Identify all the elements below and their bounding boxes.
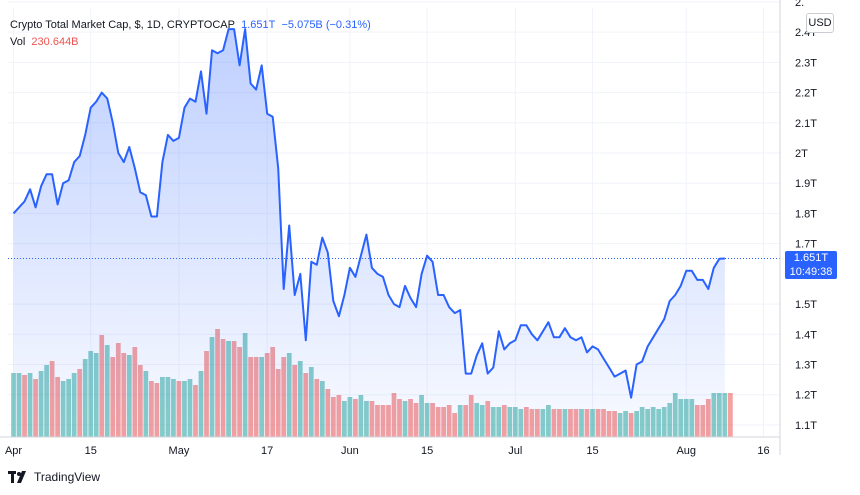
x-tick-label: 15: [85, 445, 97, 457]
x-tick-label: 16: [757, 445, 769, 457]
x-tick-label: 17: [261, 445, 273, 457]
y-tick-label: 1.8T: [795, 208, 817, 220]
branding[interactable]: TradingView: [8, 470, 100, 484]
volume-value: 230.644B: [31, 36, 79, 48]
y-tick-label: 1.1T: [795, 420, 817, 432]
price-line-series: [8, 28, 780, 399]
x-tick-label: May: [169, 445, 190, 457]
price-area-fill: [13, 29, 725, 437]
currency-button[interactable]: USD: [806, 13, 834, 33]
y-tick-label: 2.2T: [795, 88, 817, 100]
tradingview-logo-icon: [8, 471, 26, 483]
chart-legend: Crypto Total Market Cap, $, 1D, CRYPTOCA…: [10, 17, 371, 51]
y-tick-label: 2.3T: [795, 57, 817, 69]
x-tick-label: Apr: [5, 445, 22, 457]
volume-row: Vol 230.644B: [10, 34, 371, 51]
y-tick-label: 1.7T: [795, 239, 817, 251]
last-price-value: 1.651T: [793, 252, 829, 265]
price-axis[interactable]: 1.1T 1.2T 1.3T 1.4T 1.5T 1.7T 1.8T 1.9T 2T 2.1T 2.…: [779, 0, 817, 455]
last-price-label: 1.651T 10:49:38: [785, 251, 837, 280]
x-tick-label: Aug: [676, 445, 696, 457]
y-tick-label: 1.3T: [795, 359, 817, 371]
last-value: 1.651T: [241, 19, 276, 31]
y-tick-label: 2T: [795, 148, 808, 160]
price-area: [13, 29, 725, 437]
brand-name: TradingView: [34, 470, 101, 484]
y-tick-label: 2.1T: [795, 118, 817, 130]
x-tick-label: 15: [586, 445, 598, 457]
y-tick-label: 1.9T: [795, 178, 817, 190]
y-tick-label: 2.: [795, 0, 804, 9]
y-tick-label: 1.5T: [795, 299, 817, 311]
x-tick-label: Jun: [341, 445, 359, 457]
x-tick-label: Jul: [508, 445, 522, 457]
y-tick-label: 1.4T: [795, 329, 817, 341]
y-tick-label: 1.2T: [795, 390, 817, 402]
x-tick-label: 15: [421, 445, 433, 457]
price-line: [12, 28, 725, 399]
bar-countdown: 10:49:38: [789, 266, 833, 279]
change-value: −5.075B (−0.31%): [281, 19, 371, 31]
volume-label[interactable]: Vol: [10, 36, 26, 48]
symbol-row: Crypto Total Market Cap, $, 1D, CRYPTOCA…: [10, 17, 371, 34]
symbol-title[interactable]: Crypto Total Market Cap, $, 1D, CRYPTOCA…: [10, 19, 235, 31]
volume-bar: [728, 393, 733, 437]
time-axis[interactable]: Apr 15 May 17 Jun 15 Jul 15 Aug 16: [0, 436, 780, 457]
